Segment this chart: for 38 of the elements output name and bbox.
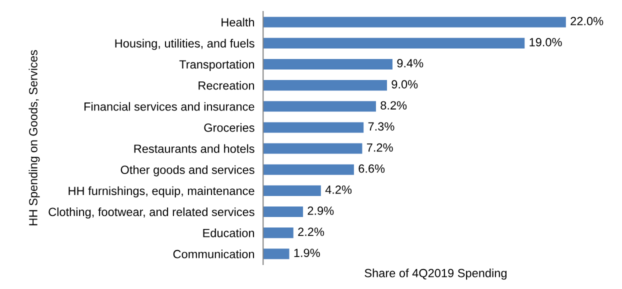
bar (263, 228, 294, 238)
data-label: 9.0% (392, 80, 418, 88)
bar (263, 101, 376, 112)
y-axis-title: HH Spending on Goods, Services (28, 50, 40, 226)
bar (263, 38, 525, 48)
data-label: 7.3% (368, 122, 394, 131)
data-label: 2.9% (308, 206, 334, 215)
bar (263, 248, 290, 260)
data-label: 4.2% (325, 185, 352, 194)
y-tick-label: Restaurants and hotels (134, 144, 254, 153)
data-label: 8.2% (380, 101, 407, 110)
y-tick-label: Communication (173, 250, 254, 258)
data-label: 19.0% (530, 38, 562, 46)
data-label: 7.2% (366, 143, 393, 152)
y-tick-label: Financial services and insurance (84, 102, 254, 111)
y-tick-label: Clothing, footwear, and related services (48, 207, 254, 218)
y-tick-label: Other goods and services (120, 165, 254, 176)
data-label: 2.2% (298, 228, 324, 236)
y-tick-label: Recreation (198, 81, 254, 90)
bar (263, 122, 364, 133)
data-label: 22.0% (570, 16, 604, 26)
y-tick-label: Transportation (179, 60, 254, 71)
bar (263, 58, 392, 70)
bar (263, 185, 321, 196)
x-axis-title: Share of 4Q2019 Spending (364, 268, 506, 280)
y-tick-label: Health (222, 18, 254, 26)
bar (263, 16, 566, 28)
bar (263, 206, 304, 218)
bar (263, 164, 354, 175)
data-label: 6.6% (358, 164, 385, 173)
y-tick-label: Housing, utilities, and fuels (115, 38, 254, 50)
bar (263, 80, 387, 91)
bar (263, 143, 362, 154)
y-tick-label: HH furnishings, equip, maintenance (68, 186, 254, 198)
data-label: 9.4% (397, 59, 424, 68)
data-label: 1.9% (294, 248, 320, 258)
y-tick-label: Groceries (204, 123, 254, 132)
y-tick-label: Education (203, 228, 254, 238)
